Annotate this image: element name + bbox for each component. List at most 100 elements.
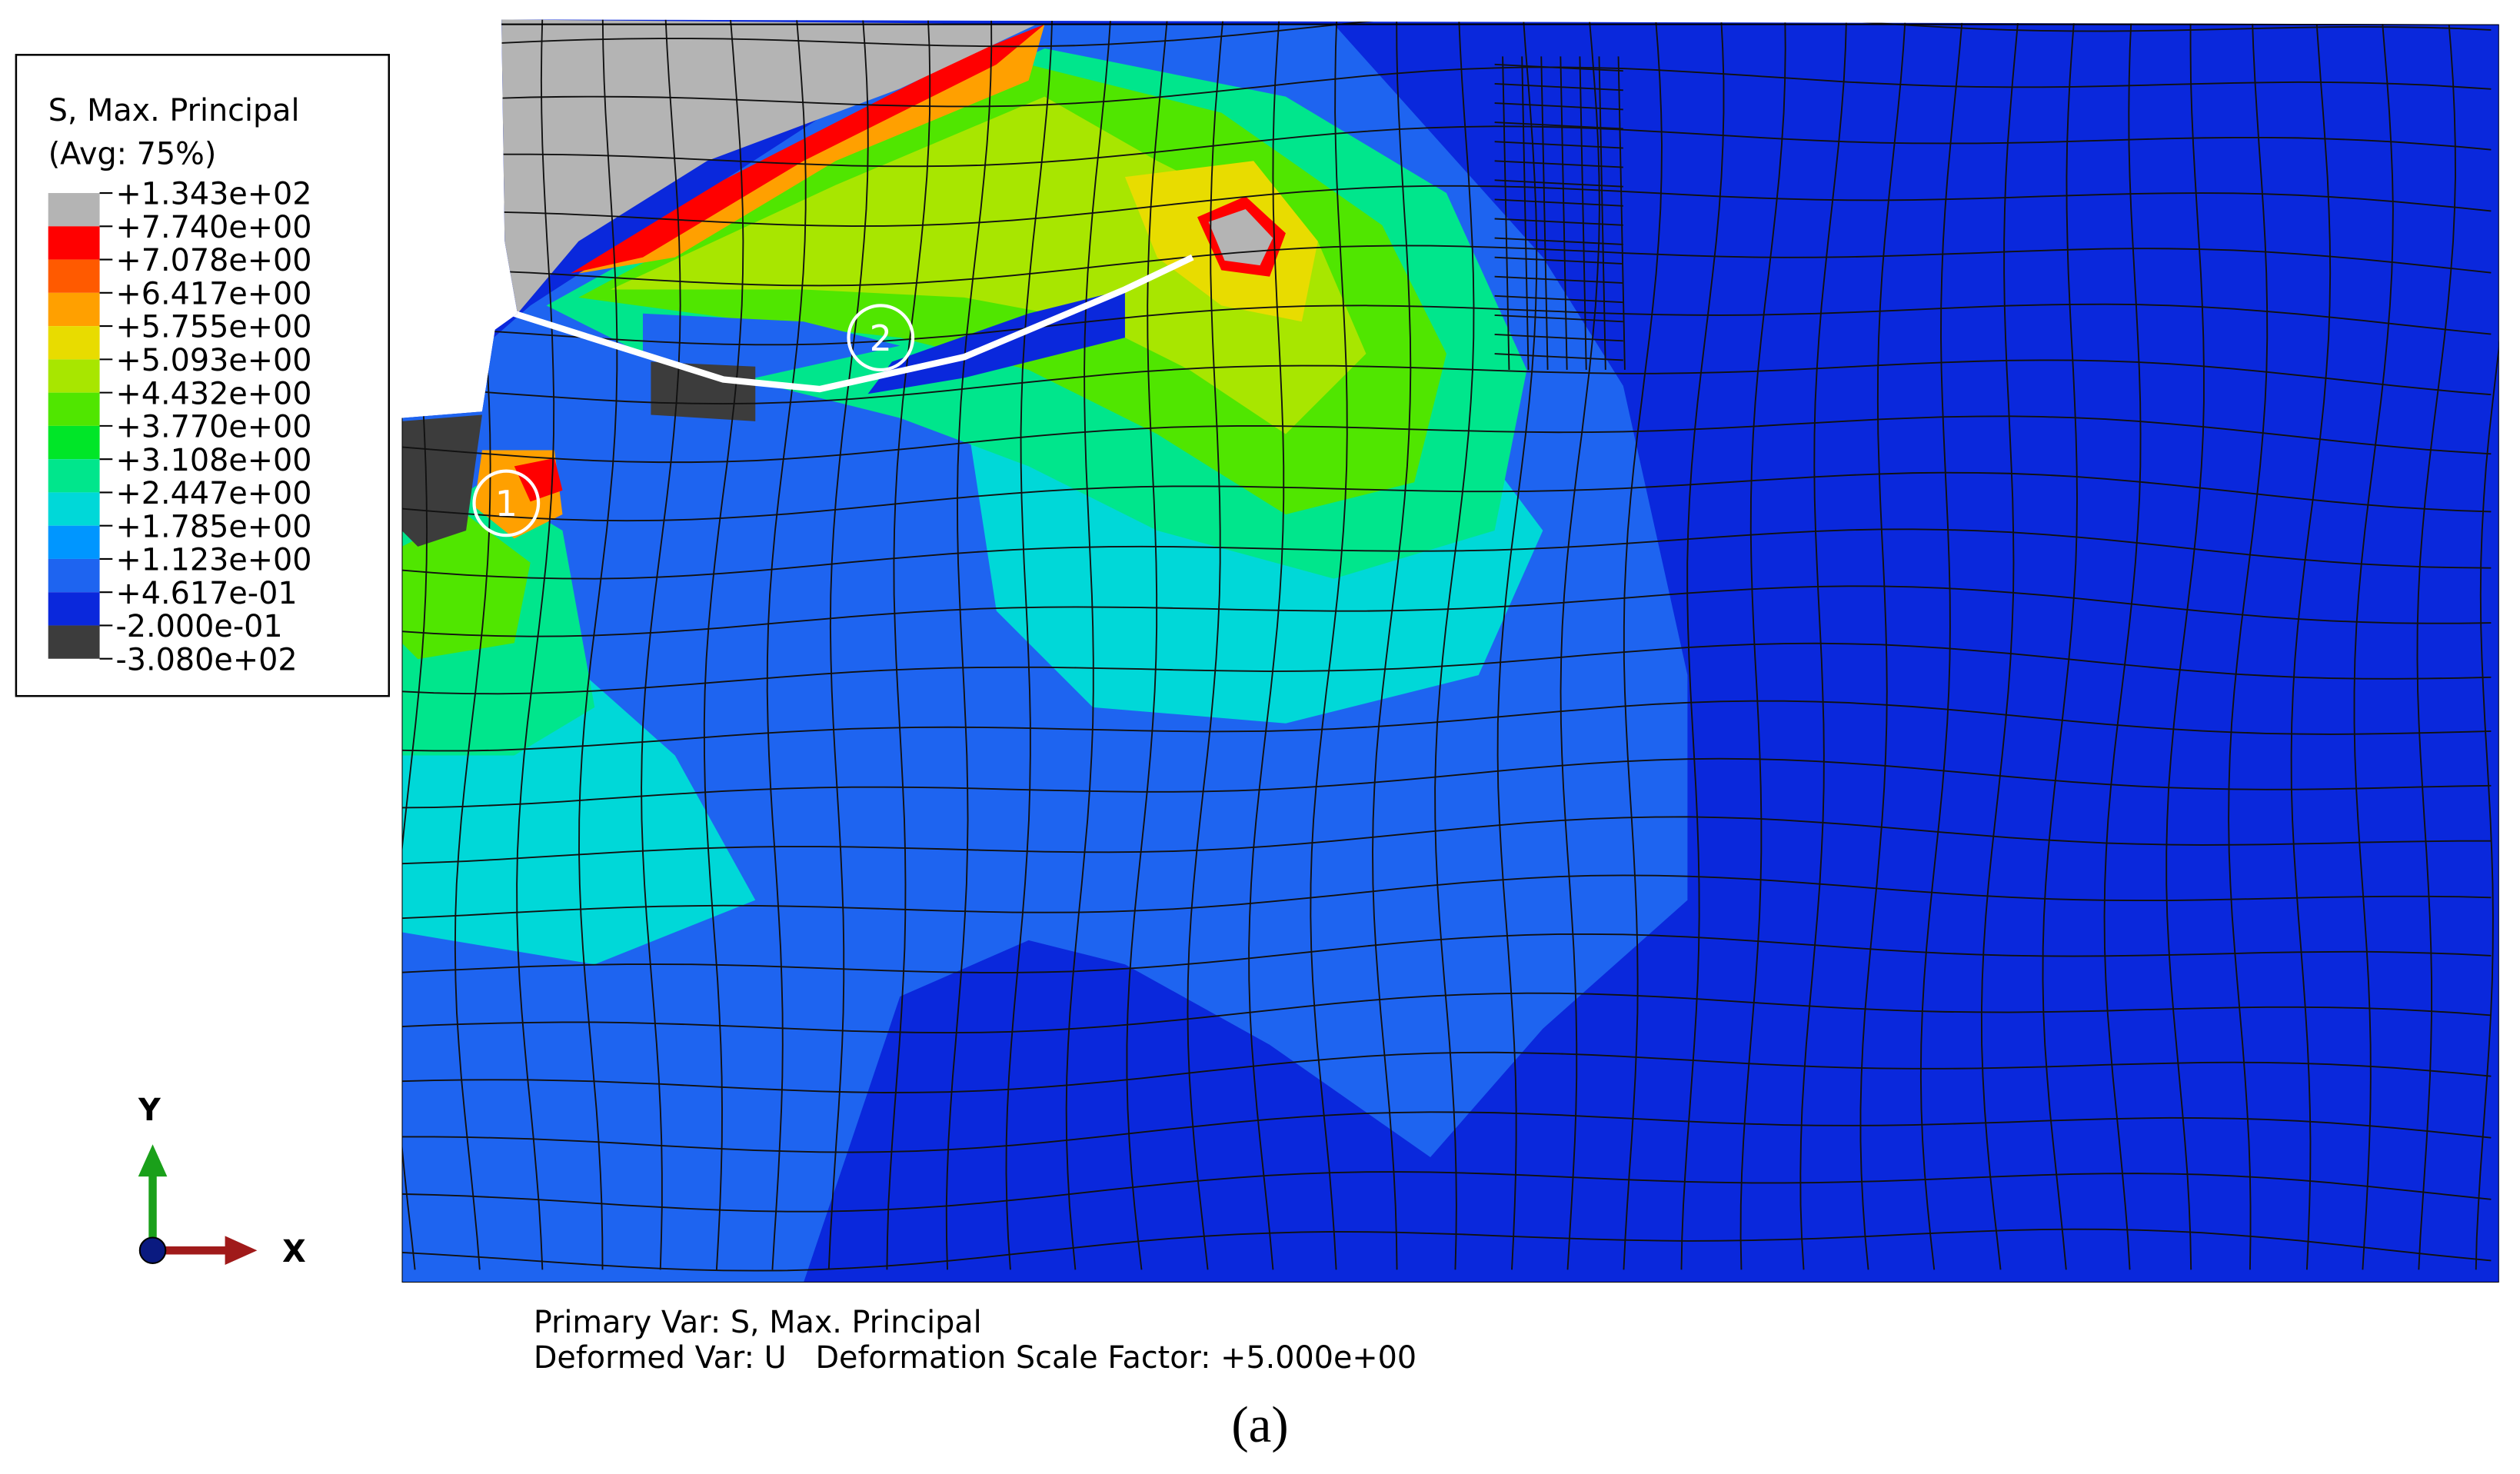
mesh-line xyxy=(766,19,807,1270)
mesh-line xyxy=(1494,63,1623,72)
mesh-line xyxy=(1494,294,1623,304)
footer-deformed: Deformed Var: U Deformation Scale Factor… xyxy=(534,1340,1416,1376)
mesh-line xyxy=(827,19,869,1270)
legend-level: +1.343e+02 xyxy=(115,177,311,212)
mesh-line xyxy=(578,19,618,1270)
mesh-line xyxy=(2353,19,2394,1270)
mesh-line xyxy=(1310,19,1348,1270)
mesh-line xyxy=(1434,19,1475,1270)
mesh-line xyxy=(2165,19,2205,1270)
mesh-line xyxy=(2042,19,2078,1270)
mesh xyxy=(401,19,2499,1272)
mesh-line xyxy=(1494,237,1623,245)
mesh-line xyxy=(1598,56,1606,370)
mesh-line xyxy=(1248,19,1285,1270)
mesh-line xyxy=(1005,19,1054,1270)
mesh-line xyxy=(1494,256,1623,265)
legend-swatch xyxy=(48,292,100,327)
mesh-line xyxy=(1739,19,1786,1270)
legend-level: +4.432e+00 xyxy=(115,376,311,411)
footer-primary: Primary Var: S, Max. Principal xyxy=(534,1305,982,1340)
legend-level: +6.417e+00 xyxy=(115,276,311,311)
mesh-line xyxy=(401,816,2492,865)
mesh-line xyxy=(1494,314,1623,323)
crack xyxy=(513,254,1194,393)
legend: S, Max. Principal (Avg: 75%) +1.343e+02+… xyxy=(15,54,391,697)
legend-swatch xyxy=(48,326,100,360)
axis-triad: Y X xyxy=(138,1093,306,1269)
mesh-line xyxy=(1502,56,1510,370)
mesh-line xyxy=(401,585,2492,637)
legend-level: +1.123e+00 xyxy=(115,543,311,578)
mesh-line xyxy=(1859,19,1906,1270)
mesh-line xyxy=(401,66,2492,108)
mesh-line xyxy=(1623,19,1663,1270)
caption: (a) xyxy=(1231,1396,1288,1453)
mesh-line xyxy=(1494,275,1623,284)
legend-level: +1.785e+00 xyxy=(115,509,311,544)
triad-y-arrow xyxy=(138,1144,168,1177)
mesh-line xyxy=(1494,334,1623,342)
mesh-line xyxy=(1494,218,1623,226)
legend-swatch xyxy=(48,592,100,626)
legend-swatch xyxy=(48,193,100,227)
mesh-line xyxy=(641,19,681,1270)
mesh-line xyxy=(401,1171,2492,1213)
legend-swatch xyxy=(48,259,100,293)
legend-swatch xyxy=(48,226,100,260)
marker-group: 1 2 xyxy=(472,304,915,537)
mesh-line xyxy=(401,415,2492,464)
legend-swatch xyxy=(48,459,100,493)
mesh-line xyxy=(1617,56,1626,370)
legend-level: +3.108e+00 xyxy=(115,443,311,478)
mesh-line xyxy=(1560,56,1568,370)
mesh-line xyxy=(401,303,2492,346)
legend-level: +5.755e+00 xyxy=(115,310,311,345)
legend-level: +4.617e-01 xyxy=(115,576,297,611)
mesh-line xyxy=(1494,102,1623,111)
mesh-line xyxy=(1126,19,1169,1270)
mesh-line xyxy=(401,1228,2492,1272)
mesh-line xyxy=(1494,353,1623,361)
legend-level: +7.740e+00 xyxy=(115,210,311,245)
triad-x-label: X xyxy=(282,1234,306,1269)
marker-circle xyxy=(847,304,915,372)
mesh-line xyxy=(1187,19,1224,1270)
legend-swatch xyxy=(48,625,100,659)
legend-swatch xyxy=(48,492,100,526)
mesh-line xyxy=(2103,19,2142,1270)
mesh-line xyxy=(401,471,2492,522)
legend-swatch xyxy=(48,359,100,393)
mesh-line xyxy=(516,19,555,1270)
mesh-line xyxy=(401,700,2492,752)
mesh-line xyxy=(1579,56,1587,370)
legend-level: +5.093e+00 xyxy=(115,343,311,378)
mesh-line xyxy=(401,19,2492,49)
legend-level: -3.080e+02 xyxy=(115,642,297,677)
mesh-line xyxy=(401,1111,2492,1153)
mesh-line xyxy=(401,359,2492,404)
plot-border xyxy=(401,23,2499,1283)
mesh-line xyxy=(401,992,2492,1033)
triad-origin xyxy=(138,1236,167,1264)
mesh-line xyxy=(401,933,2492,973)
mesh-line xyxy=(945,19,993,1270)
legend-subtitle: (Avg: 75%) xyxy=(48,136,217,171)
mesh-line xyxy=(703,19,744,1270)
marker-circle xyxy=(472,469,541,537)
mesh-line xyxy=(2475,19,2499,1270)
mesh-line xyxy=(401,1051,2492,1093)
legend-swatch xyxy=(48,392,100,426)
legend-swatch xyxy=(48,558,100,593)
mesh-line xyxy=(401,874,2492,920)
triad-y-label: Y xyxy=(138,1093,161,1128)
marker-label: 1 xyxy=(495,483,518,524)
mesh-line xyxy=(1065,19,1112,1270)
mesh-line xyxy=(1919,19,1963,1270)
legend-level: -2.000e-01 xyxy=(115,609,282,644)
mesh-line xyxy=(1540,56,1549,370)
mesh-line xyxy=(1980,19,2019,1270)
contour-plot xyxy=(401,19,2499,1283)
mesh-line xyxy=(1494,141,1623,149)
